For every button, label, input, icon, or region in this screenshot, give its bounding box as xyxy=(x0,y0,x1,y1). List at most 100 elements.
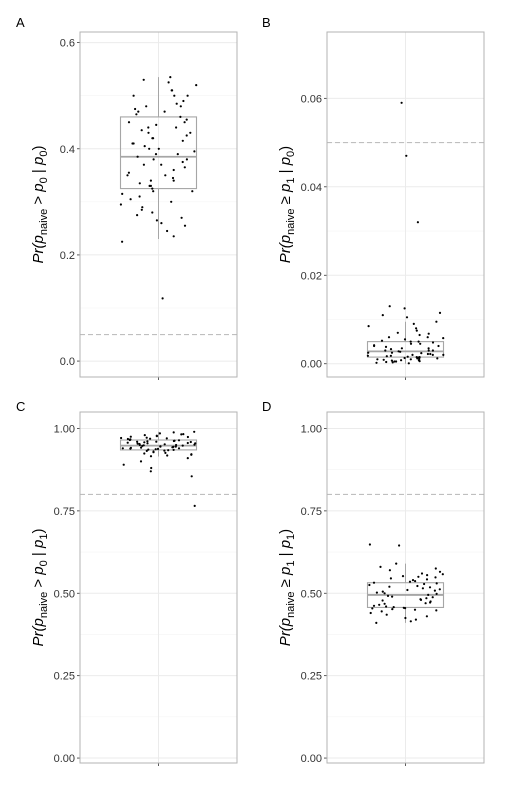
y-tick-label: 0.4 xyxy=(60,144,75,156)
ylabel-p-a: p xyxy=(30,183,47,192)
data-point xyxy=(174,445,177,448)
data-point xyxy=(143,434,146,437)
data-point xyxy=(368,543,371,546)
ylabel-relation: > xyxy=(30,192,47,209)
ylabel-given: | xyxy=(277,548,294,560)
ylabel-phat: p xyxy=(277,618,294,627)
data-point xyxy=(416,584,419,588)
data-point xyxy=(183,166,186,169)
data-point xyxy=(375,591,378,594)
y-tick-label: 0.25 xyxy=(301,671,322,683)
data-point xyxy=(143,452,146,455)
data-point xyxy=(367,325,370,328)
ylabel-p-b: p xyxy=(30,157,47,166)
data-point xyxy=(136,442,139,445)
data-point xyxy=(186,441,189,445)
ylabel-sub-a: 0 xyxy=(38,560,50,566)
data-point xyxy=(404,616,407,620)
panel-label: C xyxy=(16,399,25,414)
data-point xyxy=(385,613,388,616)
data-point xyxy=(129,198,132,201)
data-point xyxy=(427,349,430,352)
data-point xyxy=(170,89,173,92)
data-point xyxy=(428,586,432,589)
data-point xyxy=(406,588,409,592)
data-point xyxy=(190,453,193,456)
data-point xyxy=(185,118,188,121)
data-point xyxy=(186,457,189,460)
data-point xyxy=(158,432,161,435)
ylabel-sub-b: 1 xyxy=(285,534,297,540)
data-point xyxy=(406,355,409,358)
data-point xyxy=(121,240,124,243)
data-point xyxy=(126,174,129,177)
data-point xyxy=(415,329,418,332)
data-point xyxy=(166,229,169,233)
data-point xyxy=(404,607,407,610)
data-point xyxy=(429,352,432,356)
data-point xyxy=(121,192,124,195)
data-point xyxy=(386,594,390,598)
data-point xyxy=(385,355,388,358)
data-point xyxy=(385,605,388,608)
data-point xyxy=(435,609,438,612)
data-point xyxy=(409,620,412,623)
data-point xyxy=(142,78,145,81)
data-point xyxy=(423,582,426,586)
data-point xyxy=(408,580,412,583)
data-point xyxy=(427,593,430,597)
data-point xyxy=(172,439,175,443)
data-point xyxy=(175,126,178,129)
data-point xyxy=(126,437,129,441)
data-point xyxy=(155,435,158,438)
y-axis-label: Pr(pnaive > p0 | p0) xyxy=(30,146,50,264)
data-point xyxy=(139,460,143,463)
data-point xyxy=(424,602,427,605)
data-point xyxy=(383,592,386,595)
data-point xyxy=(395,360,398,363)
data-point xyxy=(433,589,436,592)
data-point xyxy=(407,362,410,365)
y-tick-label: 0.6 xyxy=(60,38,75,50)
data-point xyxy=(155,123,158,126)
data-point xyxy=(151,187,154,190)
data-point xyxy=(368,583,371,587)
data-point xyxy=(180,433,183,436)
ylabel-p-a: p xyxy=(277,567,294,576)
box-iqr xyxy=(119,116,198,190)
data-point xyxy=(140,208,143,211)
ylabel-given: | xyxy=(30,165,47,177)
data-point xyxy=(431,353,434,356)
data-point xyxy=(181,444,184,447)
data-point xyxy=(172,448,175,451)
data-point xyxy=(154,153,158,156)
data-point xyxy=(193,430,196,433)
data-point xyxy=(414,580,417,583)
data-point xyxy=(185,158,188,161)
data-point xyxy=(376,358,379,361)
panel-label: A xyxy=(16,15,25,30)
ylabel-p-a: p xyxy=(30,566,47,575)
data-point xyxy=(136,214,139,217)
data-point xyxy=(160,222,163,225)
data-point xyxy=(193,150,196,153)
data-point xyxy=(367,351,370,354)
data-point xyxy=(131,142,134,145)
data-point xyxy=(163,449,166,452)
ylabel-sub-naive: naive xyxy=(285,592,297,618)
data-point xyxy=(417,340,420,343)
data-point xyxy=(185,134,188,137)
data-point xyxy=(431,341,435,344)
data-point xyxy=(159,445,162,448)
data-point xyxy=(399,350,402,353)
data-point xyxy=(146,440,149,443)
data-point xyxy=(375,621,378,625)
data-point xyxy=(127,121,131,124)
data-point xyxy=(391,361,394,364)
ylabel-close: ) xyxy=(30,529,47,534)
data-point xyxy=(384,345,388,348)
ylabel-p-a: p xyxy=(277,184,294,193)
ylabel-p-b: p xyxy=(277,157,294,166)
